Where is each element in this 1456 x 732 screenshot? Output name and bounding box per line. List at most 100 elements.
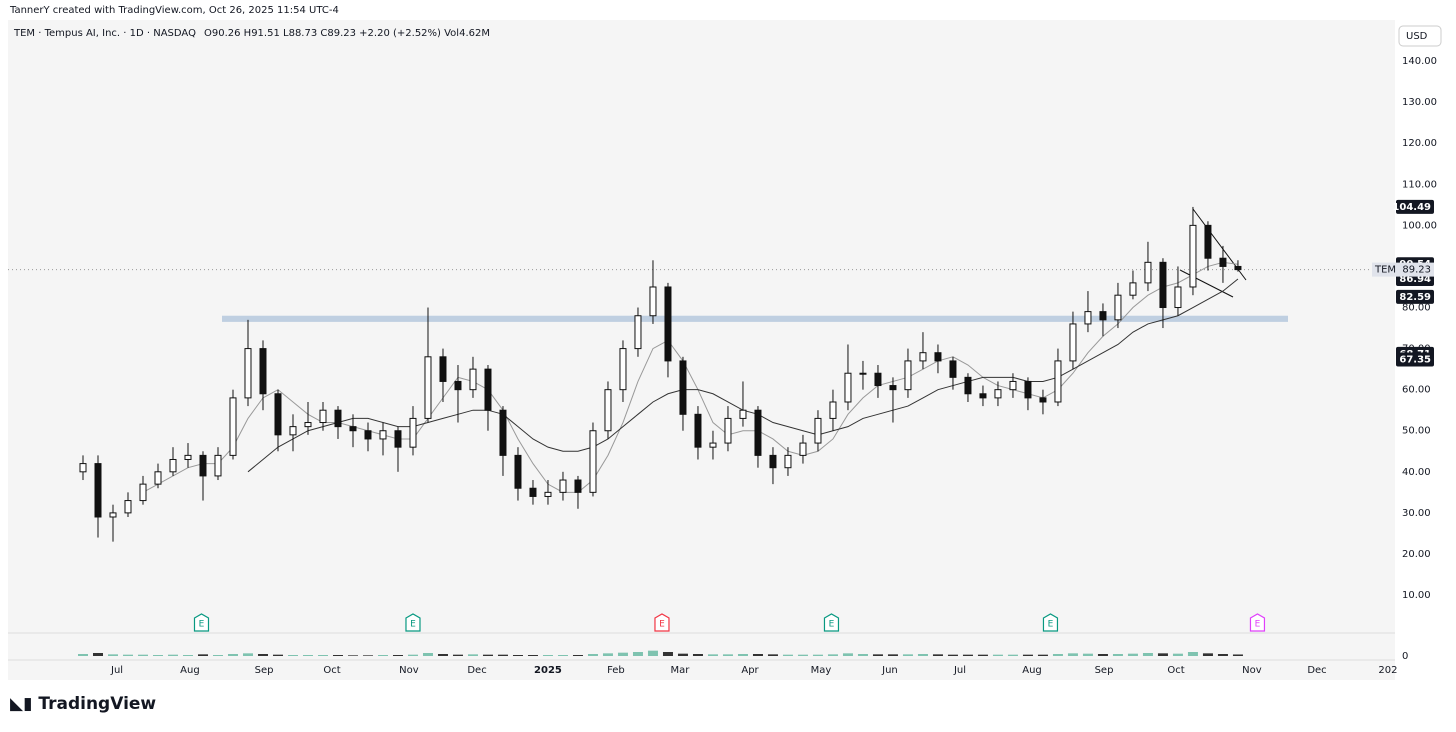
y-tick-label: 110.00 [1402,179,1437,190]
candle-body [169,458,177,473]
volume-bar [1097,654,1108,656]
x-tick-label: Oct [1167,665,1184,676]
volume-bar [152,655,163,656]
y-tick-label: 80.00 [1402,303,1431,314]
y-tick-label: 50.00 [1402,426,1431,437]
volume-bar [992,654,1003,656]
candle-body [499,409,507,456]
candle-body [1024,380,1032,399]
candle-body [409,417,417,448]
price-label: 82.59 [1399,292,1431,303]
volume-bar [722,654,733,656]
volume-bar [602,653,613,656]
volume-bar [872,654,883,656]
candle-body [454,380,462,391]
volume-bar [527,655,538,656]
volume-bar [422,653,433,656]
candle-body [949,360,957,378]
currency-button[interactable] [1398,25,1442,47]
volume-bar [1187,652,1198,656]
candle-body [154,471,162,485]
earnings-marker [654,613,670,632]
y-tick-label: 120.00 [1402,138,1437,149]
candle-body [709,442,717,448]
price-label-box [1396,199,1434,214]
candle-body [979,393,987,399]
candle-body [79,463,87,473]
x-tick-label: Feb [607,665,625,676]
candle-body [334,409,342,428]
candle-body [769,454,777,469]
candle-body [724,417,732,444]
volume-bar [452,654,463,656]
volume-bar [647,650,658,656]
x-tick-label: Oct [323,665,340,676]
candle-body [364,430,372,440]
candle-body [184,454,192,460]
level-zone [222,315,1288,322]
earnings-label: E [829,620,835,630]
volume-bar [122,654,133,656]
volume-bar [857,654,868,656]
candle-body [634,315,642,350]
candle-body [589,430,597,493]
candle-body [514,454,522,489]
candle-body [394,430,402,448]
x-tick-label: Nov [399,665,419,676]
volume-tick-label: 0 [1402,651,1408,662]
earnings-label: E [1048,620,1054,630]
x-tick-label: Mar [671,665,691,676]
candle-body [679,360,687,415]
volume-bar [842,653,853,656]
volume-bar [557,655,568,656]
earnings-label: E [199,620,205,630]
earnings-marker [1249,613,1266,632]
volume-bar [92,653,103,656]
volume-bar [1202,653,1213,656]
volume-bar [362,655,373,656]
volume-bar [932,654,943,656]
candle-body [259,348,267,395]
price-label-box [1396,352,1434,367]
candle-body [319,409,327,424]
volume-bar [662,652,673,656]
candle-body [1009,380,1017,391]
volume-bar [407,654,418,656]
candle-body [904,360,912,391]
volume-bar [1007,654,1018,656]
earnings-label: E [1255,620,1261,630]
volume-bar [587,654,598,656]
symbol: TEM · Tempus AI, Inc. · 1D · NASDAQ [13,28,196,39]
x-tick-label: Dec [467,665,486,676]
price-label: 86.94 [1399,274,1431,285]
volume-bar [782,654,793,656]
x-tick-label: Sep [255,665,274,676]
earnings-label: E [659,620,665,630]
earnings-marker [193,613,210,632]
last-label-box [1372,262,1434,277]
earnings-marker [405,613,421,632]
volume-bar [497,654,508,656]
y-tick-label: 40.00 [1402,467,1431,478]
candle-body [964,376,972,395]
x-tick-label: Jun [881,665,898,676]
candle-body [559,479,567,493]
candle-body [844,372,852,403]
volume-bar [1037,654,1048,656]
volume-bar [887,654,898,656]
candle-body [1054,360,1062,403]
volume-bar [1157,653,1168,656]
volume-bar [542,655,553,656]
volume-bar [137,654,148,656]
volume-bar [377,655,388,656]
volume-bar [227,654,238,656]
candle-body [919,352,927,362]
candle-body [1129,282,1137,296]
candle-body [214,454,222,477]
volume-bar [797,654,808,656]
candle-body [1084,311,1092,325]
y-tick-label: 10.00 [1402,590,1431,601]
volume-bar [347,655,358,656]
